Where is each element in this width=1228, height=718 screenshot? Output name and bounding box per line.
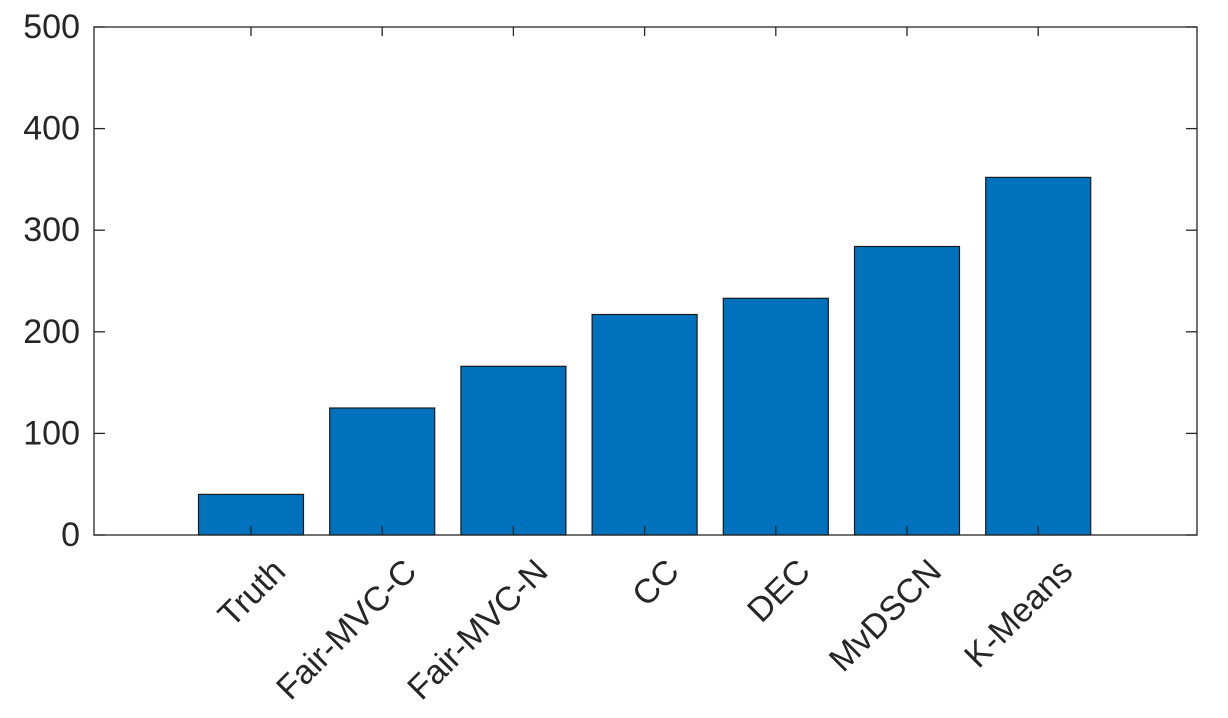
x-label-mvdscn: MvDSCN bbox=[822, 552, 949, 679]
y-tick-label: 100 bbox=[23, 414, 80, 452]
y-tick-label: 500 bbox=[23, 8, 80, 46]
bar-mvdscn bbox=[853, 245, 961, 536]
bar-cc bbox=[591, 313, 698, 536]
bar-fair-mvc-n bbox=[460, 365, 567, 536]
y-tick-label: 300 bbox=[23, 211, 80, 249]
x-label-dec: DEC bbox=[740, 552, 818, 630]
x-label-fair-mvc-n: Fair-MVC-N bbox=[400, 552, 555, 707]
ticks-group bbox=[94, 26, 1197, 536]
bars-group bbox=[197, 176, 1092, 536]
x-label-cc: CC bbox=[625, 552, 687, 614]
bar-dec bbox=[722, 297, 829, 536]
y-tick-labels: 0 100 200 300 400 500 bbox=[23, 8, 80, 554]
x-label-k-means: K-Means bbox=[957, 552, 1080, 675]
y-tick-label: 0 bbox=[61, 516, 80, 554]
bar-fair-mvc-c bbox=[329, 407, 436, 536]
bar-k-means bbox=[985, 176, 1092, 536]
x-label-truth: Truth bbox=[211, 552, 293, 634]
plot-frame bbox=[93, 26, 1198, 536]
x-label-fair-mvc-c: Fair-MVC-C bbox=[269, 552, 424, 707]
y-tick-label: 200 bbox=[23, 313, 80, 351]
y-tick-label: 400 bbox=[23, 110, 80, 148]
